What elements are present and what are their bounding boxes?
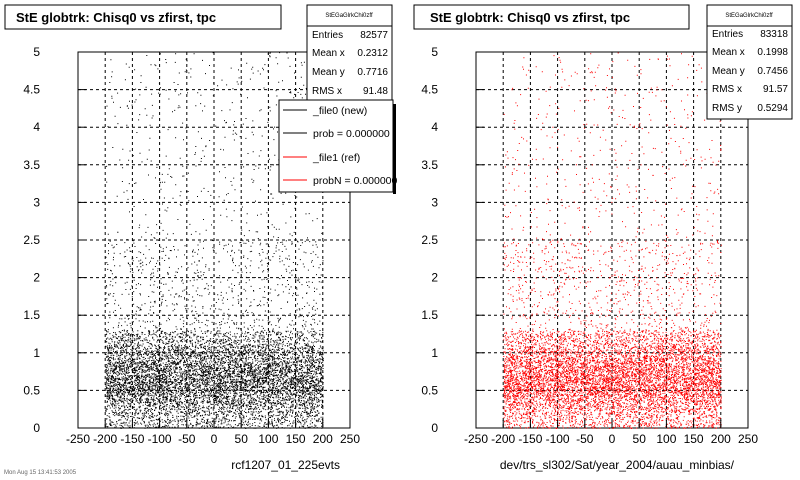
legend-label-3: probN = 0.000000 [313,175,398,187]
x-tick-label: -250 [464,432,488,446]
y-tick-label: 2 [431,271,438,285]
x-tick-label: -200 [491,432,515,446]
left-panel: StE globtrk: Chisq0 vs zfirst, tpc -250-… [4,4,398,476]
x-tick-label: 100 [656,432,676,446]
legend-label-0: _file0 (new) [312,105,367,117]
left-stats-label-2: Mean y [312,67,345,78]
y-tick-label: 0.5 [23,383,40,397]
left-stats-frame [306,4,393,106]
right-stats-label-3: RMS x [712,84,742,95]
y-tick-label: 1 [431,346,438,360]
x-tick-label: 250 [738,432,758,446]
left-stats-box: StEGaGlrkChi0zff Entries 82577 Mean x 0.… [306,4,393,106]
right-stats-value-4: 0.5294 [757,103,788,114]
y-tick-label: 3.5 [421,158,438,172]
left-stats-label-1: Mean x [312,48,345,59]
right-title: StE globtrk: Chisq0 vs zfirst, tpc [430,10,630,25]
y-tick-label: 3 [431,195,438,209]
left-stats-name: StEGaGlrkChi0zff [325,13,373,19]
left-stats-value-2: 0.7716 [357,67,388,78]
x-tick-label: -200 [93,432,117,446]
left-stats-value-0: 82577 [360,30,388,41]
x-tick-label: 150 [684,432,704,446]
y-tick-label: 0.5 [421,383,438,397]
right-stats-label-4: RMS y [712,103,742,114]
y-tick-label: 1.5 [23,308,40,322]
y-tick-label: 0 [33,421,40,435]
x-tick-label: 50 [235,432,249,446]
left-stats-label-3: RMS x [312,86,342,97]
x-tick-label: -250 [66,432,90,446]
x-tick-label: -100 [148,432,172,446]
x-tick-label: -100 [546,432,570,446]
y-tick-label: 1 [33,346,40,360]
y-tick-label: 4 [33,120,40,134]
scatter-points-1 [503,52,722,429]
right-stats-frame [706,4,793,120]
x-tick-label: 250 [340,432,360,446]
y-tick-label: 5 [33,45,40,59]
y-tick-label: 2.5 [421,233,438,247]
left-stats-label-0: Entries [312,30,343,41]
x-tick-label: 200 [711,432,731,446]
left-title: StE globtrk: Chisq0 vs zfirst, tpc [16,10,216,25]
x-tick-label: -50 [576,432,594,446]
y-tick-label: 4.5 [421,83,438,97]
left-title-box [4,4,282,30]
right-stats-label-1: Mean x [712,47,745,58]
x-tick-label: 200 [313,432,333,446]
legend-label-2: _file1 (ref) [312,152,360,164]
right-panel: StE globtrk: Chisq0 vs zfirst, tpc -250-… [413,4,793,472]
right-stats-value-2: 0.7456 [757,66,788,77]
y-tick-label: 5 [431,45,438,59]
left-axis-ticks: -250 -200 -150 -100 -50 0 50 100 150 200 250 0 0.5 1 1… [23,45,360,446]
y-tick-label: 4.5 [23,83,40,97]
x-tick-label: 50 [633,432,647,446]
y-tick-label: 2.5 [23,233,40,247]
y-tick-label: 3 [33,195,40,209]
left-stats-value-1: 0.2312 [357,48,388,59]
x-tick-label: 150 [286,432,306,446]
right-axis-ticks: -250 -200 -150 -100 -50 0 50 100 150 200 250 0 0.5 1 1… [421,45,758,446]
legend-box: _file0 (new) prob = 0.000000 _file1 (ref… [278,99,398,194]
right-stats-value-1: 0.1998 [757,47,788,58]
x-tick-label: -50 [178,432,196,446]
right-stats-value-0: 83318 [760,29,788,40]
right-stats-label-2: Mean y [712,66,745,77]
x-tick-label: 100 [258,432,278,446]
left-scatter-points [105,52,324,429]
right-scatter-points [503,52,722,429]
y-tick-label: 0 [431,421,438,435]
right-title-box [413,4,690,30]
right-stats-box: StEGaGlrkChi0zff Entries 83318 Mean x 0.… [706,4,793,120]
legend-frame [278,99,394,193]
left-x-axis-label: rcf1207_01_225evts [231,458,340,472]
right-stats-label-0: Entries [712,29,743,40]
x-tick-label: 0 [609,432,616,446]
footer-timestamp: Mon Aug 15 13:41:53 2005 [4,470,77,476]
right-stats-name: StEGaGlrkChi0zff [725,13,773,19]
y-tick-label: 4 [431,120,438,134]
y-tick-label: 3.5 [23,158,40,172]
scatter-points-0 [105,52,324,429]
left-stats-value-3: 91.48 [363,86,388,97]
x-tick-label: 0 [211,432,218,446]
y-tick-label: 2 [33,271,40,285]
legend-label-1: prob = 0.000000 [313,128,390,140]
right-stats-value-3: 91.57 [763,84,788,95]
right-x-axis-label: dev/trs_sl302/Sat/year_2004/auau_minbias… [500,458,735,472]
x-tick-label: -150 [518,432,542,446]
x-tick-label: -150 [120,432,144,446]
y-tick-label: 1.5 [421,308,438,322]
